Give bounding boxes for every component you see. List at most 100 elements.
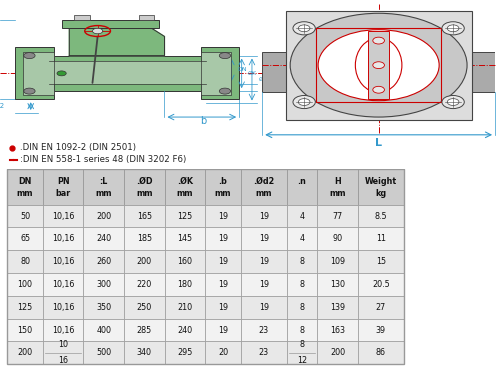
Text: 10: 10 [58,340,68,349]
Bar [240,169,287,205]
Bar [358,227,404,250]
Text: 240: 240 [96,234,112,243]
Text: 19: 19 [258,212,269,221]
Bar [200,47,239,99]
Bar [287,227,317,250]
Bar [42,169,84,205]
Text: 19: 19 [218,257,228,266]
Circle shape [220,52,230,59]
Text: 50: 50 [20,212,30,221]
Text: ØD: ØD [258,77,268,82]
Text: 19: 19 [218,280,228,289]
Text: ØK: ØK [248,71,257,76]
Text: 139: 139 [330,303,345,312]
Text: 8: 8 [300,280,304,289]
Bar [286,10,472,120]
Text: 23: 23 [258,326,269,334]
Bar [358,296,404,319]
Bar [358,169,404,205]
Bar [206,205,240,227]
Text: mm: mm [96,189,112,198]
Text: 210: 210 [178,303,192,312]
Text: 125: 125 [18,303,32,312]
Text: 8: 8 [300,257,304,266]
Text: PN: PN [57,177,70,186]
Bar [42,205,84,227]
Bar [317,319,358,341]
Bar [287,205,317,227]
Text: 180: 180 [178,280,192,289]
Bar [240,296,287,319]
Bar [316,28,442,102]
Bar [368,31,389,99]
Bar [317,341,358,364]
Text: 10,16: 10,16 [52,280,74,289]
Circle shape [373,62,384,68]
Text: 10,16: 10,16 [52,326,74,334]
Bar [240,319,287,341]
Text: 19: 19 [218,234,228,243]
Text: L: L [375,138,382,148]
Circle shape [448,25,459,32]
Text: 39: 39 [376,326,386,334]
Text: 23: 23 [258,349,269,357]
Bar [84,169,124,205]
Bar [164,296,205,319]
Text: .ØK: .ØK [177,177,193,186]
Text: 10,16: 10,16 [52,212,74,221]
Bar [287,273,317,296]
Bar [317,250,358,273]
Text: mm: mm [256,189,272,198]
Text: 240: 240 [178,326,192,334]
Text: 19: 19 [258,257,269,266]
Bar [358,205,404,227]
Bar [287,296,317,319]
Circle shape [448,99,459,105]
Text: 10,16: 10,16 [52,257,74,266]
Bar [472,51,495,93]
Bar [8,296,42,319]
Text: 86: 86 [376,349,386,357]
Bar [84,227,124,250]
Text: 250: 250 [137,303,152,312]
Bar [62,20,160,28]
Circle shape [24,52,35,59]
Bar [23,51,54,95]
Text: 200: 200 [330,349,345,357]
Bar [8,319,42,341]
Bar [42,341,84,364]
Text: 130: 130 [330,280,345,289]
Text: 220: 220 [137,280,152,289]
Circle shape [24,88,35,94]
Bar [317,169,358,205]
Text: 500: 500 [96,349,112,357]
Bar [206,341,240,364]
Polygon shape [70,28,164,55]
Bar [84,273,124,296]
Text: .ØD: .ØD [136,177,152,186]
Bar [206,250,240,273]
Text: 20.5: 20.5 [372,280,390,289]
Bar [240,205,287,227]
Bar [84,250,124,273]
Text: :DIN EN 558-1 series 48 (DIN 3202 F6): :DIN EN 558-1 series 48 (DIN 3202 F6) [20,155,186,164]
Bar [48,61,205,84]
Bar [317,205,358,227]
Bar [8,205,42,227]
Bar [84,296,124,319]
Text: 12: 12 [297,356,307,365]
Text: 400: 400 [96,326,111,334]
Bar [124,169,164,205]
Bar [42,227,84,250]
Text: 20: 20 [218,349,228,357]
Bar [74,15,90,20]
Bar [84,205,124,227]
Circle shape [57,71,66,76]
Bar [8,169,404,364]
Bar [124,296,164,319]
Bar [317,273,358,296]
Text: 8: 8 [300,303,304,312]
Text: .DIN EN 1092-2 (DIN 2501): .DIN EN 1092-2 (DIN 2501) [20,143,136,153]
Text: .b: .b [218,177,228,186]
Text: bar: bar [56,189,70,198]
